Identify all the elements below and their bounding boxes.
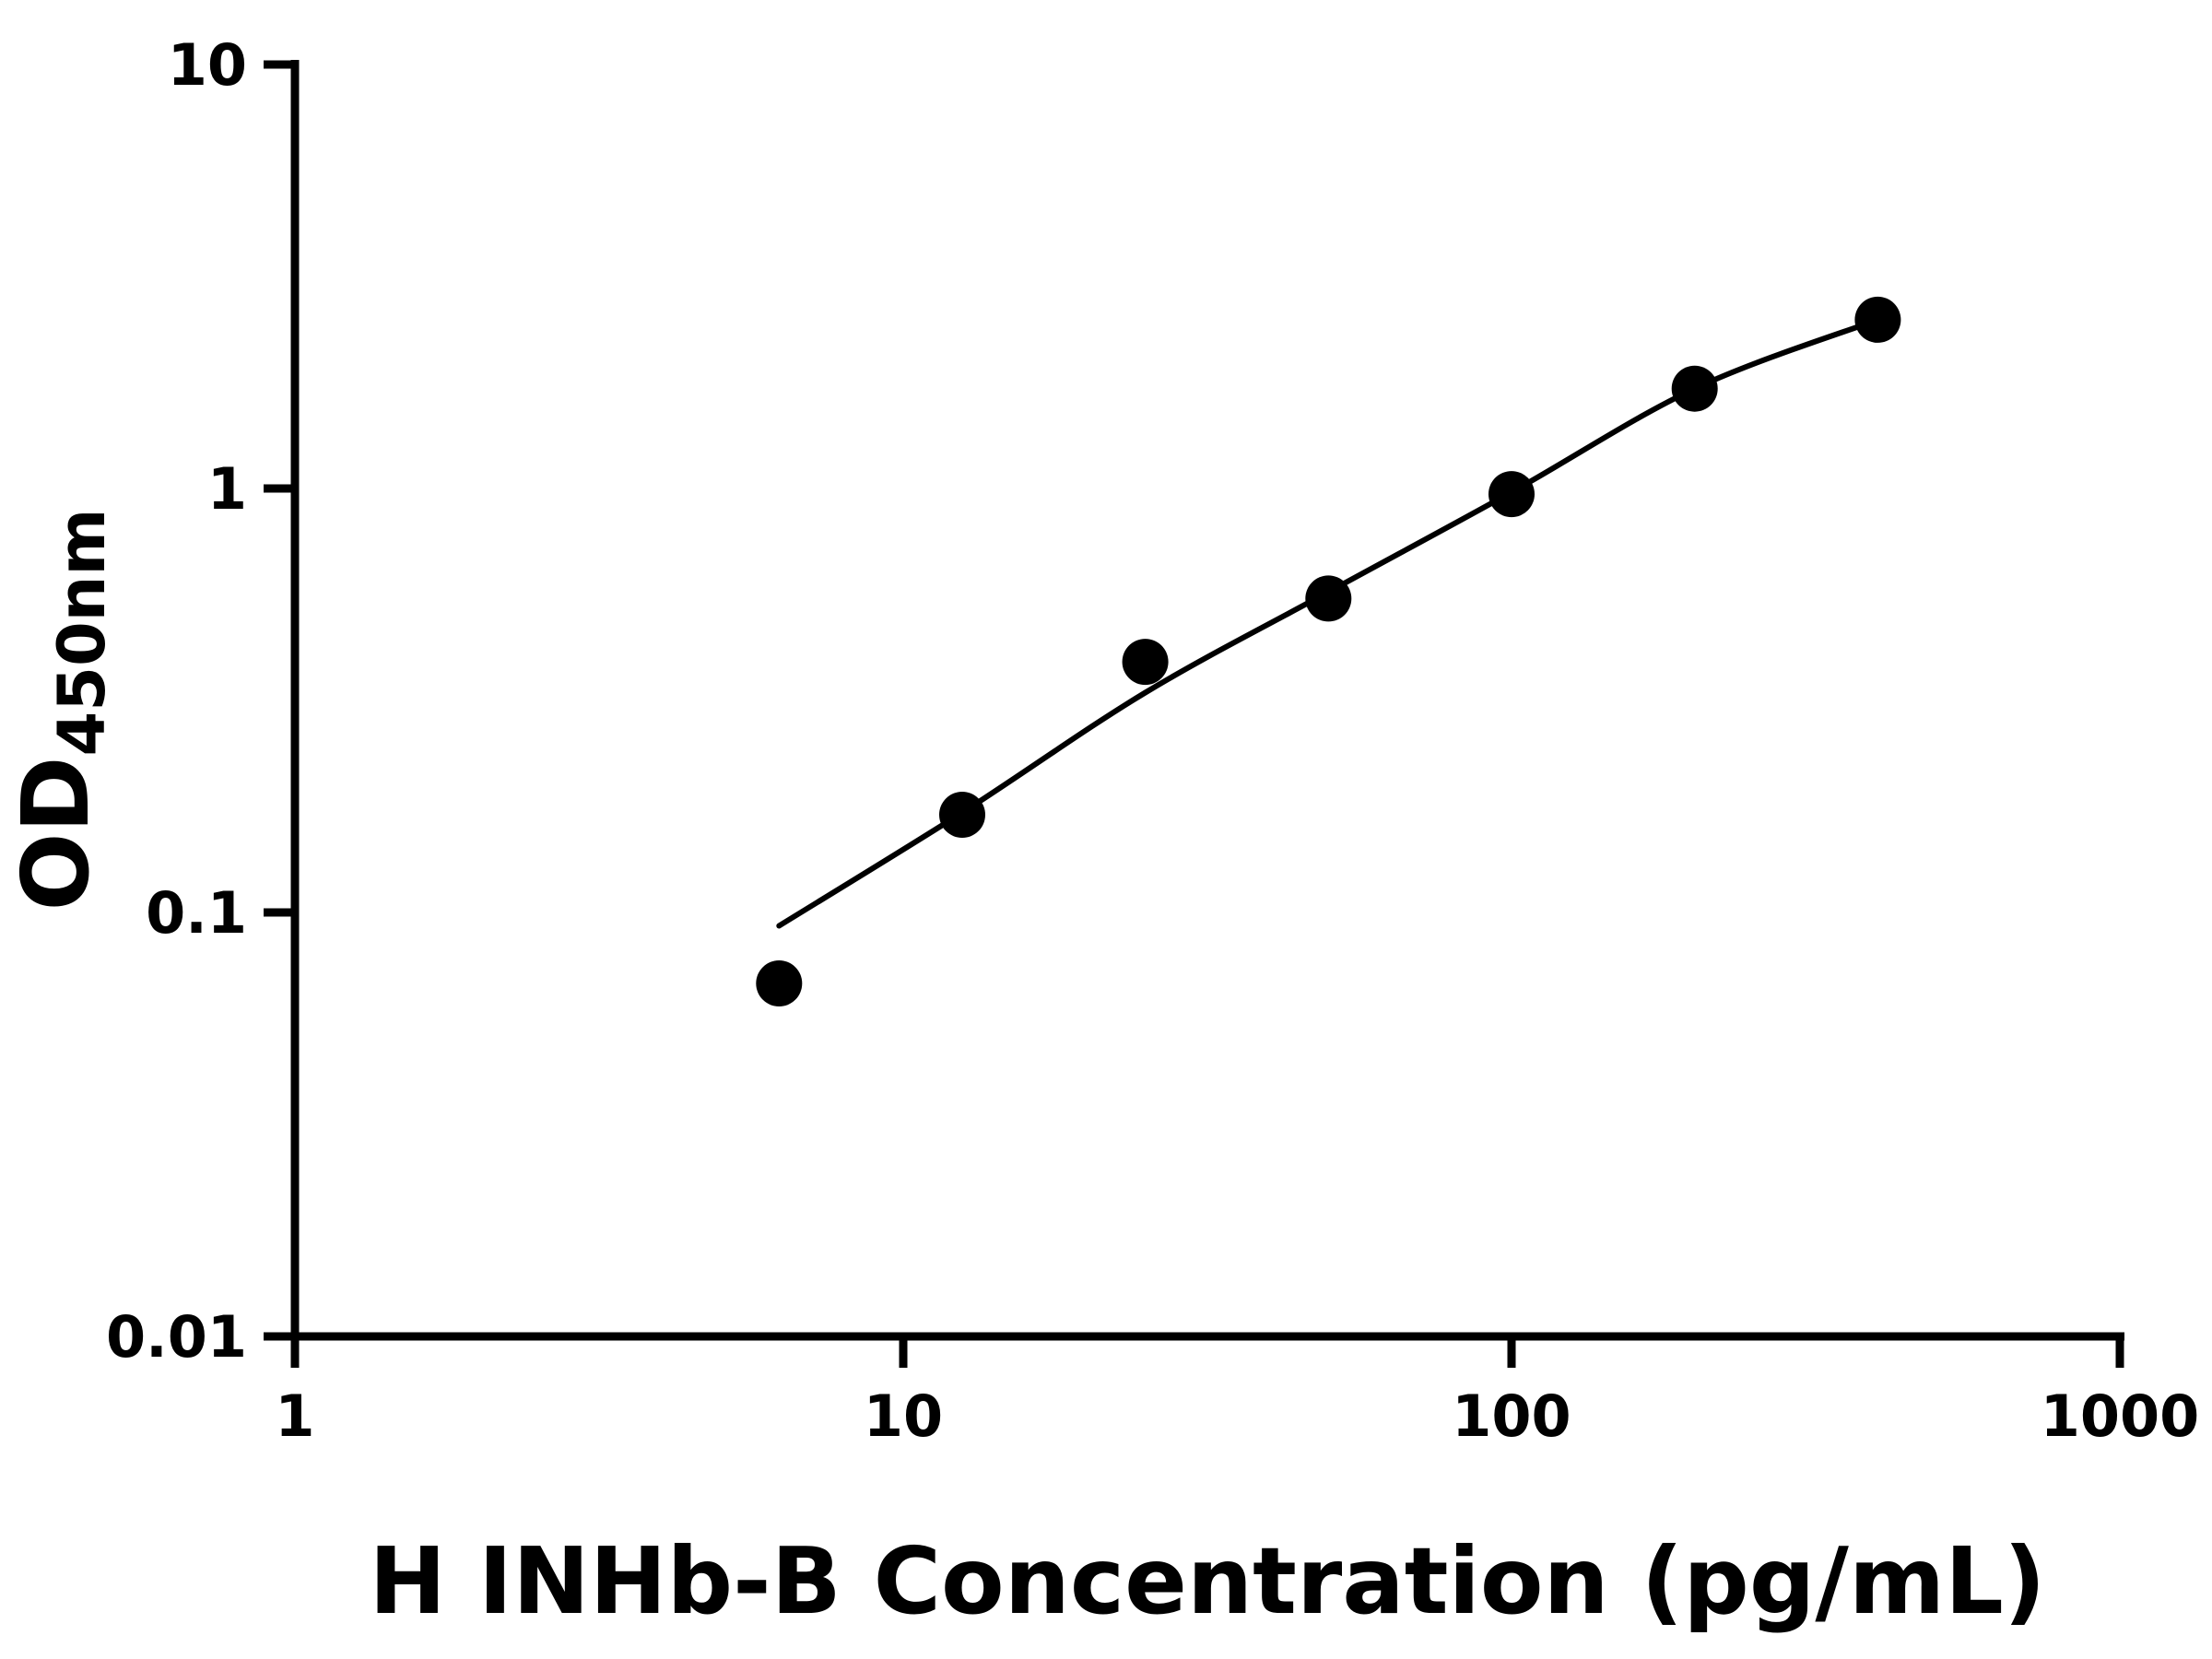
- x-axis-tick-label: 10: [864, 1382, 943, 1450]
- data-point: [1305, 575, 1352, 622]
- points-layer: [756, 296, 1901, 1006]
- y-axis-title-main: OD: [2, 756, 110, 911]
- y-axis-tick-label: 10: [168, 31, 247, 99]
- data-point: [1671, 365, 1718, 412]
- fit-curve: [776, 316, 1881, 929]
- data-point: [1854, 296, 1901, 343]
- data-point: [1122, 639, 1169, 686]
- y-axis-title: OD450nm: [2, 509, 120, 912]
- y-axis-tick-label: 1: [207, 455, 247, 523]
- data-point: [1488, 471, 1535, 518]
- x-axis-tick-label: 100: [1452, 1382, 1571, 1450]
- axes-layer: 1 10 100 1000 0.01 0.1 1 10: [106, 31, 2199, 1450]
- x-axis-title: H INHb-B Concentration (pg/mL): [369, 1527, 2045, 1635]
- x-axis-tick-label: 1: [275, 1382, 314, 1450]
- curve-layer: [776, 316, 1881, 929]
- x-axis-tick-label: 1000: [2041, 1382, 2200, 1450]
- data-point: [939, 792, 985, 838]
- y-axis-title-sub: 450nm: [44, 509, 120, 757]
- y-axis-tick-label: 0.1: [146, 879, 247, 947]
- y-axis-tick-label: 0.01: [106, 1303, 247, 1371]
- data-point: [756, 960, 803, 1006]
